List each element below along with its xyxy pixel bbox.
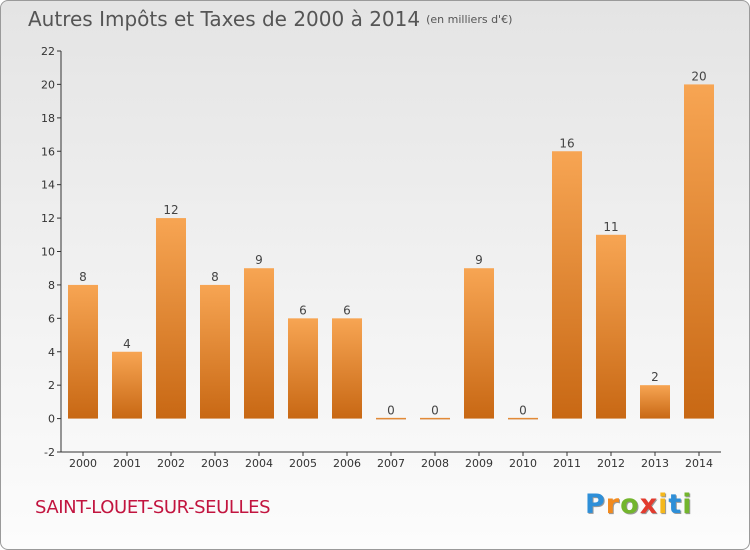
bar [508,417,538,420]
x-tick-label: 2014 [685,457,713,470]
x-tick-label: 2012 [597,457,625,470]
x-tick-label: 2003 [201,457,229,470]
data-label: 8 [79,270,87,284]
data-label: 11 [603,220,618,234]
y-tick-label: 12 [41,212,55,225]
data-label: 16 [559,136,574,150]
y-tick-label: 0 [48,413,55,426]
x-tick-label: 2010 [509,457,537,470]
data-label: 20 [691,69,706,83]
proxiti-logo: Proxiti [585,489,693,520]
data-label: 0 [431,404,439,418]
chart-unit: (en milliers d'€) [426,13,513,26]
data-label: 6 [343,303,351,317]
bar [200,284,230,419]
data-label: 9 [475,253,483,267]
data-label: 6 [299,303,307,317]
bar [684,84,714,419]
data-label: 2 [651,370,659,384]
bar [68,284,98,419]
data-label: 8 [211,270,219,284]
bar [244,268,274,419]
y-tick-label: 10 [41,246,55,259]
x-tick-label: 2005 [289,457,317,470]
logo-letter: x [639,489,659,520]
x-tick-label: 2007 [377,457,405,470]
y-tick-label: -2 [44,446,55,459]
commune-name: SAINT-LOUET-SUR-SEULLES [35,497,271,518]
logo-letter: t [668,489,683,520]
bar [156,218,186,419]
y-tick-label: 22 [41,45,55,58]
y-tick-label: 20 [41,78,55,91]
data-label: 0 [519,404,527,418]
bar [112,351,142,419]
bar [464,268,494,419]
bar [332,318,362,419]
logo-letter: P [585,489,606,520]
bar [552,151,582,419]
bar [596,234,626,419]
x-tick-label: 2013 [641,457,669,470]
y-tick-label: 4 [48,346,55,359]
x-tick-label: 2009 [465,457,493,470]
data-label: 9 [255,253,263,267]
bar [640,385,670,419]
chart-title: Autres Impôts et Taxes de 2000 à 2014 (en… [28,7,512,31]
bar [288,318,318,419]
data-label: 12 [163,203,178,217]
y-tick-label: 18 [41,112,55,125]
logo-letter: i [682,489,693,520]
x-tick-label: 2002 [157,457,185,470]
x-tick-label: 2006 [333,457,361,470]
bar [376,417,406,420]
x-tick-label: 2008 [421,457,449,470]
logo-letter: i [658,489,669,520]
x-tick-label: 2001 [113,457,141,470]
x-tick-label: 2011 [553,457,581,470]
data-label: 0 [387,404,395,418]
y-tick-label: 14 [41,179,55,192]
bar [420,417,450,420]
y-tick-label: 8 [48,279,55,292]
logo-letter: r [605,489,621,520]
chart-title-text: Autres Impôts et Taxes de 2000 à 2014 [28,7,421,31]
y-tick-label: 6 [48,312,55,325]
y-tick-label: 2 [48,379,55,392]
y-tick-label: 16 [41,145,55,158]
data-label: 4 [123,337,131,351]
logo-letter: o [620,489,640,520]
x-tick-label: 2004 [245,457,273,470]
x-tick-label: 2000 [69,457,97,470]
